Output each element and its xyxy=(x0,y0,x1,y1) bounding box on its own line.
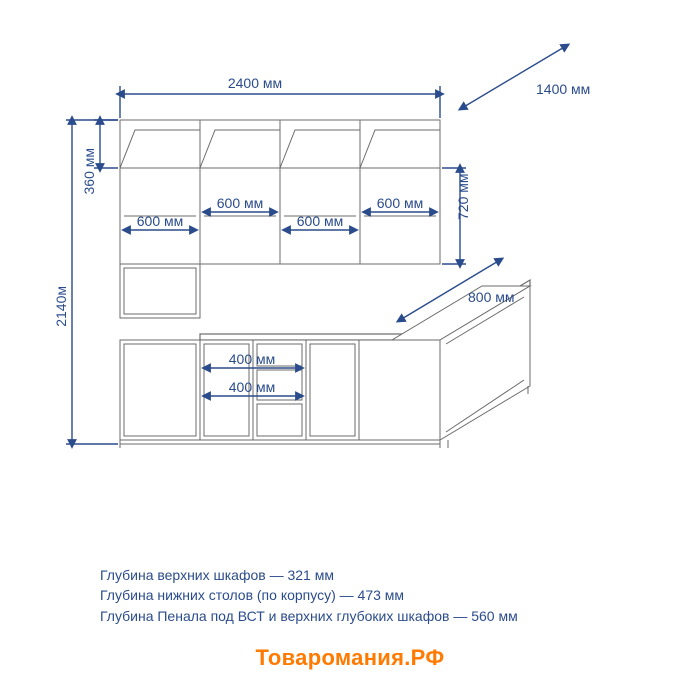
dim-upper-3: 600 мм xyxy=(377,195,424,211)
dim-side-depth: 1400 мм xyxy=(536,81,590,97)
note-line-1: Глубина верхних шкафов — 321 мм xyxy=(100,565,518,585)
notes-block: Глубина верхних шкафов — 321 мм Глубина … xyxy=(100,565,518,626)
dim-drawer-b: 400 мм xyxy=(229,379,276,395)
dim-upper-1: 600 мм xyxy=(217,195,264,211)
dim-upper-2: 600 мм xyxy=(297,213,344,229)
dim-drawer-a: 400 мм xyxy=(229,351,276,367)
dim-upper-0: 600 мм xyxy=(137,213,184,229)
dim-wall-row-h: 720 мм xyxy=(455,174,471,221)
dim-width-total: 2400 мм xyxy=(228,75,282,91)
dim-counter-depth: 800 мм xyxy=(468,289,515,305)
dim-top-row-h: 360 мм xyxy=(81,148,97,195)
tall-unit xyxy=(120,264,200,440)
note-line-3: Глубина Пенала под ВСТ и верхних глубоки… xyxy=(100,606,518,626)
note-line-2: Глубина нижних столов (по корпусу) — 473… xyxy=(100,585,518,605)
top-row xyxy=(120,120,440,168)
brand-watermark: Товаромания.РФ xyxy=(0,645,700,671)
dim-total-h: 2140м xyxy=(53,286,69,327)
